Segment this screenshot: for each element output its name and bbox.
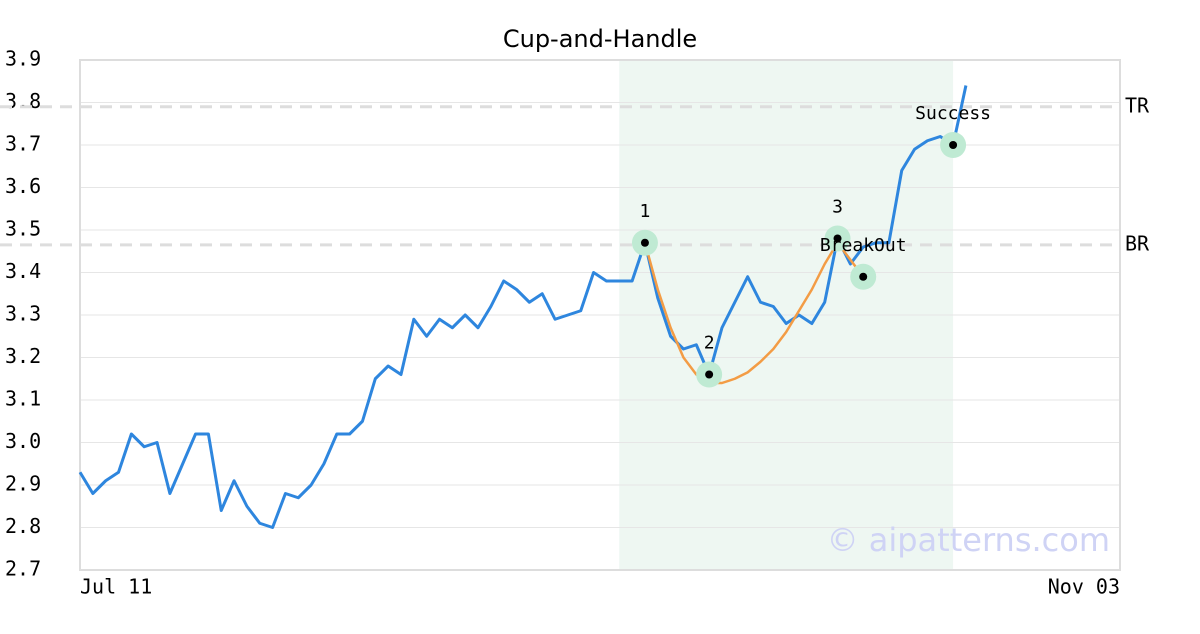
- point-dot: [949, 141, 958, 149]
- point-label: 1: [640, 201, 651, 222]
- level-label: TR: [1125, 93, 1150, 117]
- series-line: [78, 85, 968, 529]
- level-label: BR: [1125, 231, 1150, 255]
- y-tick-label: 3.6: [5, 174, 41, 198]
- point-dot: [705, 370, 714, 379]
- y-tick-label: 2.9: [5, 472, 41, 496]
- series-line: [643, 241, 865, 385]
- x-tick-label: Nov 03: [1048, 575, 1120, 599]
- point-dot: [640, 238, 649, 247]
- y-tick-label: 2.8: [5, 514, 41, 538]
- chart-title: Cup-and-Handle: [503, 25, 697, 53]
- y-tick-label: 3.0: [5, 429, 41, 453]
- point-label: 3: [832, 197, 843, 218]
- y-tick-label: 3.8: [5, 89, 41, 113]
- y-tick-label: 3.7: [5, 132, 41, 156]
- watermark: © aipatterns.com: [827, 521, 1110, 559]
- y-tick-label: 3.1: [5, 387, 41, 411]
- y-tick-label: 3.4: [5, 259, 41, 283]
- y-tick-label: 3.5: [5, 217, 41, 241]
- y-tick-label: 2.7: [5, 557, 41, 581]
- y-tick-label: 3.2: [5, 344, 41, 368]
- x-tick-label: Jul 11: [80, 575, 152, 599]
- y-tick-label: 3.9: [5, 47, 41, 71]
- plot-frame: [79, 59, 1121, 571]
- point-label: 2: [704, 333, 715, 354]
- point-label: Success: [915, 103, 991, 124]
- point-label: BreakOut: [820, 235, 907, 256]
- point-dot: [833, 234, 842, 243]
- y-tick-label: 3.3: [5, 302, 41, 326]
- point-dot: [859, 272, 868, 281]
